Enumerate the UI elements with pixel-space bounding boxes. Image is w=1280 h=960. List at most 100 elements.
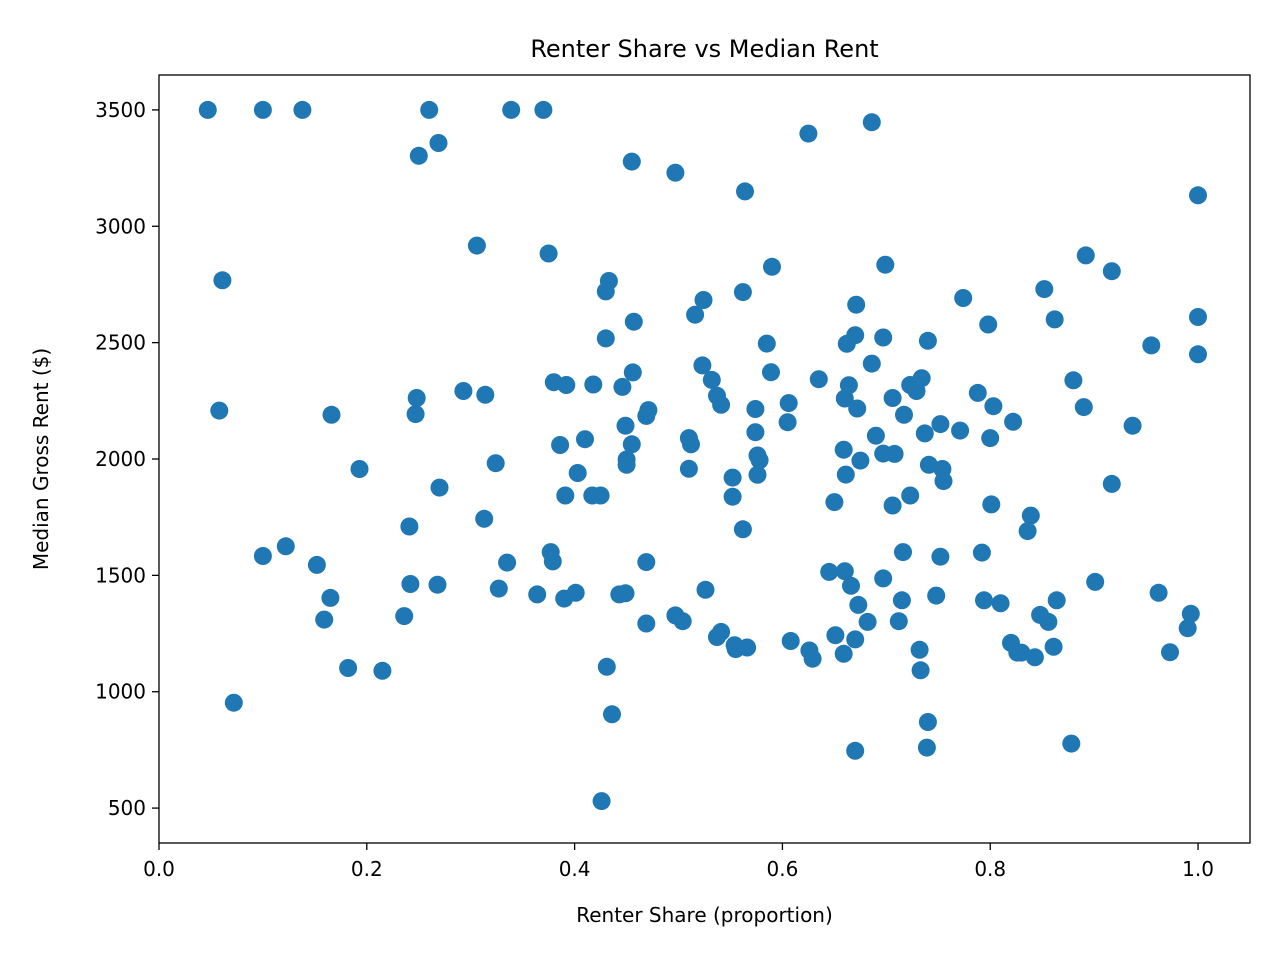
data-point [293, 100, 312, 119]
data-point [430, 478, 449, 497]
data-point [892, 591, 911, 610]
data-point [624, 312, 643, 331]
data-point [809, 370, 828, 389]
data-point [213, 271, 232, 290]
data-point [858, 612, 877, 631]
data-point [551, 436, 570, 454]
data-point [1074, 398, 1093, 417]
data-point [746, 423, 765, 442]
data-point [224, 693, 243, 712]
data-point [834, 644, 853, 663]
data-point [576, 430, 594, 449]
data-point [975, 591, 993, 610]
chart-title: Renter Share vs Median Rent [530, 35, 878, 63]
data-point [454, 382, 473, 400]
data-point [748, 465, 767, 484]
plot-frame [158, 74, 1251, 844]
data-point [596, 282, 615, 301]
data-point [917, 738, 936, 757]
data-point [803, 649, 822, 668]
x-tick-label: 0.0 [143, 857, 175, 881]
data-point [779, 394, 798, 413]
data-point [694, 291, 713, 309]
data-point [723, 468, 742, 487]
data-point [1189, 345, 1207, 364]
data-point [846, 326, 865, 345]
data-point [401, 575, 420, 593]
data-point [848, 399, 867, 418]
data-point [591, 486, 610, 505]
data-point [489, 579, 508, 598]
y-axis-label: Median Gross Rent ($) [29, 348, 53, 570]
data-point [733, 520, 752, 539]
data-point [253, 100, 272, 119]
data-point [820, 562, 839, 581]
data-point [746, 400, 765, 418]
x-tick-label: 0.2 [351, 857, 383, 881]
data-point [534, 100, 553, 119]
data-point [915, 424, 934, 443]
data-point [539, 244, 558, 263]
data-point [972, 543, 991, 562]
data-point [918, 713, 937, 731]
data-point [476, 385, 495, 404]
data-point [276, 537, 295, 556]
data-point [931, 547, 950, 566]
data-point [1064, 371, 1083, 390]
data-point [757, 334, 776, 353]
data-point [1161, 643, 1179, 662]
data-point [622, 152, 641, 171]
data-point [1102, 474, 1121, 493]
data-point [981, 429, 1000, 448]
x-tick-label: 0.4 [559, 857, 591, 881]
data-point [968, 383, 987, 402]
data-point [617, 455, 636, 474]
data-point [679, 459, 698, 478]
data-point [894, 543, 912, 562]
data-point [984, 397, 1003, 416]
data-point [1102, 262, 1121, 281]
data-point [637, 614, 656, 633]
data-point [876, 255, 895, 274]
x-tick-label: 0.8 [974, 857, 1006, 881]
y-tick-label: 2500 [95, 331, 146, 355]
y-tick-label: 1000 [95, 680, 146, 704]
y-tick-label: 2000 [95, 447, 146, 471]
data-point [1004, 412, 1023, 431]
data-point [712, 622, 731, 641]
data-point [616, 416, 635, 435]
data-point [1062, 734, 1081, 753]
data-point [322, 405, 341, 424]
x-axis-ticks: 0.0 0.2 0.4 0.6 0.8 1.0 [143, 843, 1214, 881]
data-point [637, 553, 656, 572]
data-point [395, 607, 414, 626]
data-point [1086, 572, 1105, 591]
data-point [836, 465, 855, 484]
data-point [1142, 336, 1161, 355]
y-axis-ticks: 500 1000 1500 2000 2500 3000 3500 [95, 98, 159, 820]
data-point [1035, 280, 1054, 299]
data-point [1045, 310, 1064, 329]
data-point [475, 509, 494, 528]
data-point [616, 584, 635, 603]
data-point [592, 792, 611, 811]
data-point [901, 486, 920, 505]
data-point [557, 376, 576, 394]
data-point [862, 113, 881, 132]
data-point [733, 283, 752, 302]
data-point [622, 435, 641, 454]
data-point [502, 100, 521, 119]
data-point [637, 406, 656, 425]
data-point [862, 354, 881, 373]
data-point [603, 705, 621, 724]
data-point [596, 329, 615, 348]
data-point [954, 289, 973, 307]
data-point [1076, 246, 1095, 265]
data-point [321, 588, 340, 607]
data-point [1149, 583, 1168, 602]
y-tick-label: 1500 [95, 563, 146, 587]
data-point [874, 328, 893, 347]
data-point [556, 486, 575, 505]
data-point [911, 661, 930, 680]
